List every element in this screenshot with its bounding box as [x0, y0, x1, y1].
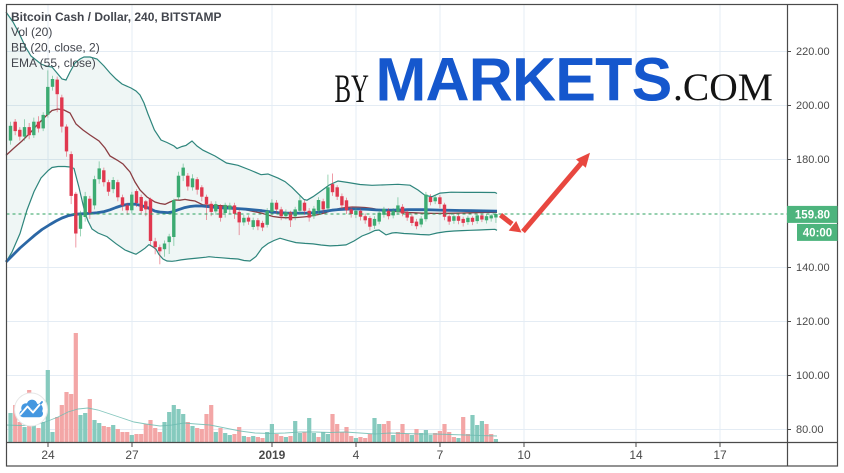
- svg-text:140.00: 140.00: [796, 262, 830, 274]
- svg-text:200.00: 200.00: [796, 100, 830, 112]
- svg-text:24: 24: [41, 448, 55, 462]
- svg-text:159.80: 159.80: [795, 209, 830, 221]
- svg-text:MARKETS: MARKETS: [376, 46, 672, 114]
- svg-text:14: 14: [629, 448, 643, 462]
- svg-text:100.00: 100.00: [796, 370, 830, 382]
- svg-text:BY: BY: [335, 67, 369, 111]
- svg-text:220.00: 220.00: [796, 46, 830, 58]
- svg-text:17: 17: [713, 448, 727, 462]
- svg-text:120.00: 120.00: [796, 316, 830, 328]
- svg-text:EMA (55, close): EMA (55, close): [11, 56, 96, 70]
- svg-text:BB (20, close, 2): BB (20, close, 2): [11, 41, 100, 55]
- svg-text:27: 27: [125, 448, 139, 462]
- svg-text:Vol (20): Vol (20): [11, 25, 52, 39]
- svg-text:Bitcoin Cash / Dollar, 240, BI: Bitcoin Cash / Dollar, 240, BITSTAMP: [11, 10, 222, 24]
- svg-text:180.00: 180.00: [796, 154, 830, 166]
- svg-text:.COM: .COM: [673, 65, 773, 109]
- svg-text:4: 4: [353, 448, 360, 462]
- svg-text:40:00: 40:00: [803, 227, 832, 239]
- svg-text:10: 10: [517, 448, 531, 462]
- svg-text:2019: 2019: [259, 448, 286, 462]
- svg-text:7: 7: [437, 448, 444, 462]
- svg-text:80.00: 80.00: [796, 424, 824, 436]
